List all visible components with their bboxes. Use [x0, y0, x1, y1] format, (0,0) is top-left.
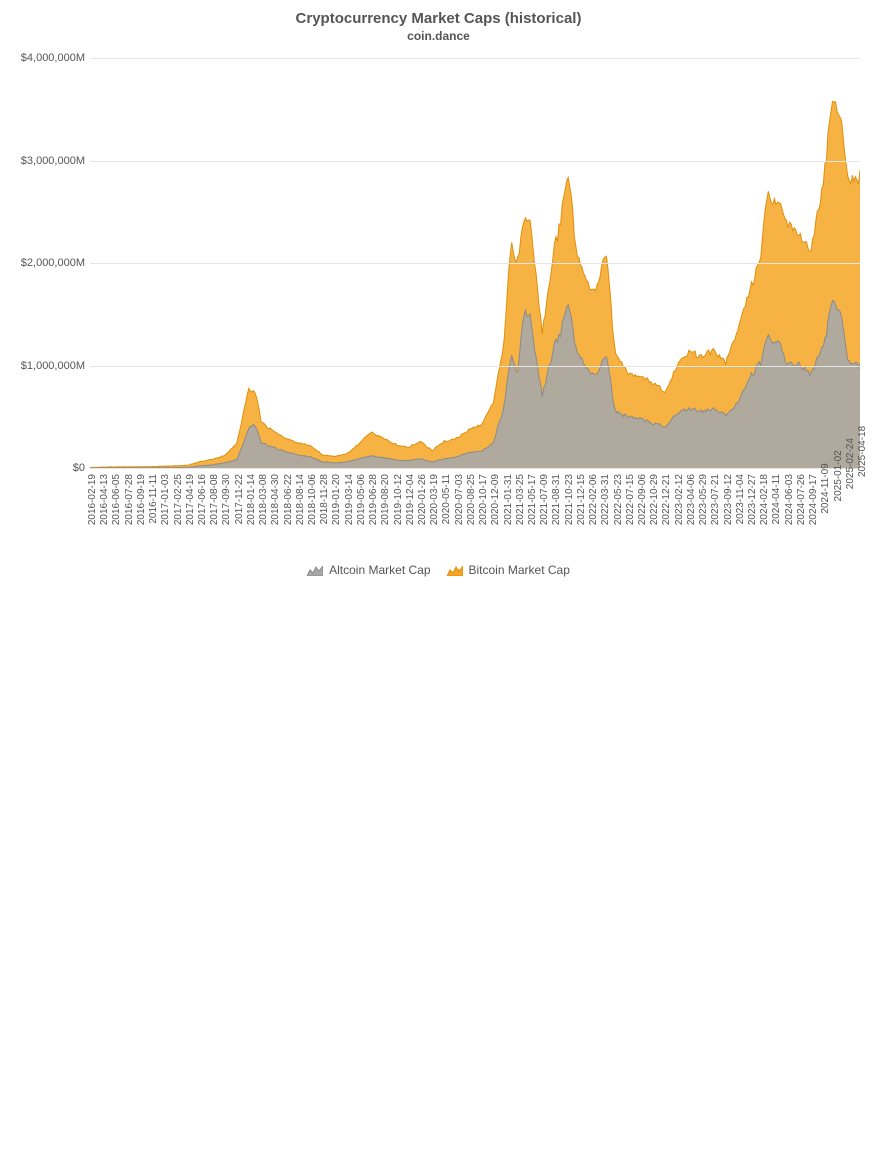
x-tick-label: 2023-09-12	[723, 474, 734, 611]
y-tick-label: $1,000,000M	[21, 360, 85, 372]
legend-item[interactable]: Bitcoin Market Cap	[447, 563, 570, 577]
y-tick-label: $3,000,000M	[21, 155, 85, 167]
chart-container: Cryptocurrency Market Caps (historical) …	[0, 0, 877, 585]
x-tick-label: 2022-03-31	[600, 474, 611, 734]
x-tick-label: 2025-01-02	[833, 474, 844, 501]
x-tick-label: 2020-01-26	[417, 474, 428, 917]
x-tick-label: 2019-12-04	[405, 474, 416, 929]
x-tick-label: 2024-11-09	[820, 474, 831, 514]
chart-title: Cryptocurrency Market Caps (historical)	[0, 0, 877, 27]
x-tick-label: 2024-04-11	[771, 474, 782, 563]
x-tick-label: 2019-06-28	[368, 474, 379, 966]
x-tick-label: 2020-12-09	[490, 474, 501, 844]
x-tick-label: 2018-06-22	[283, 474, 294, 1051]
x-tick-label: 2021-08-31	[551, 474, 562, 783]
legend-swatch-icon	[447, 564, 463, 576]
x-tick-label: 2019-10-12	[393, 474, 404, 941]
x-tick-label: 2021-12-15	[576, 474, 587, 758]
y-tick-label: $2,000,000M	[21, 257, 85, 269]
legend-label: Altcoin Market Cap	[329, 563, 430, 577]
x-tick-label: 2022-10-29	[649, 474, 660, 685]
x-tick-label: 2019-01-20	[331, 474, 342, 1003]
x-tick-label: 2018-11-28	[319, 474, 330, 1015]
x-tick-label: 2018-10-06	[307, 474, 318, 1027]
x-tick-label: 2020-03-19	[429, 474, 440, 905]
x-tick-label: 2024-07-26	[796, 474, 807, 538]
plot-area	[90, 58, 860, 468]
x-tick-label: 2024-02-18	[759, 474, 770, 575]
x-tick-label: 2022-09-06	[637, 474, 648, 697]
x-tick-label: 2021-10-23	[564, 474, 575, 770]
y-tick-label: $0	[73, 462, 85, 474]
x-tick-label: 2023-11-04	[735, 474, 746, 599]
legend-swatch-icon	[307, 564, 323, 576]
x-tick-label: 2025-02-24	[845, 474, 856, 489]
x-tick-label: 2023-07-21	[710, 474, 721, 624]
x-tick-label: 2018-08-14	[295, 474, 306, 1039]
x-tick-label: 2020-07-03	[454, 474, 465, 880]
legend: Altcoin Market Cap Bitcoin Market Cap	[0, 563, 877, 579]
x-tick-label: 2024-09-17	[808, 474, 819, 526]
x-tick-label: 2019-08-20	[380, 474, 391, 954]
x-tick-label: 2021-05-17	[527, 474, 538, 807]
chart-subtitle: coin.dance	[0, 29, 877, 43]
legend-item[interactable]: Altcoin Market Cap	[307, 563, 430, 577]
x-tick-label: 2023-05-29	[698, 474, 709, 636]
x-tick-label: 2024-06-03	[784, 474, 795, 550]
y-tick-label: $4,000,000M	[21, 52, 85, 64]
x-tick-label: 2020-08-25	[466, 474, 477, 868]
x-tick-label: 2022-07-15	[625, 474, 636, 709]
x-tick-label: 2022-05-23	[613, 474, 624, 721]
x-tick-label: 2020-10-17	[478, 474, 489, 856]
x-tick-label: 2021-01-31	[503, 474, 514, 831]
x-tick-label: 2022-02-06	[588, 474, 599, 746]
x-tick-label: 2020-05-11	[441, 474, 452, 893]
x-tick-label: 2019-05-06	[356, 474, 367, 978]
x-tick-label: 2019-03-14	[344, 474, 355, 990]
x-tick-label: 2025-04-18	[857, 474, 868, 477]
x-tick-label: 2021-03-25	[515, 474, 526, 819]
x-tick-label: 2023-04-06	[686, 474, 697, 648]
x-axis-labels: 2016-02-192016-04-132016-06-052016-07-28…	[90, 470, 860, 550]
x-tick-label: 2021-07-09	[539, 474, 550, 795]
legend-label: Bitcoin Market Cap	[469, 563, 570, 577]
